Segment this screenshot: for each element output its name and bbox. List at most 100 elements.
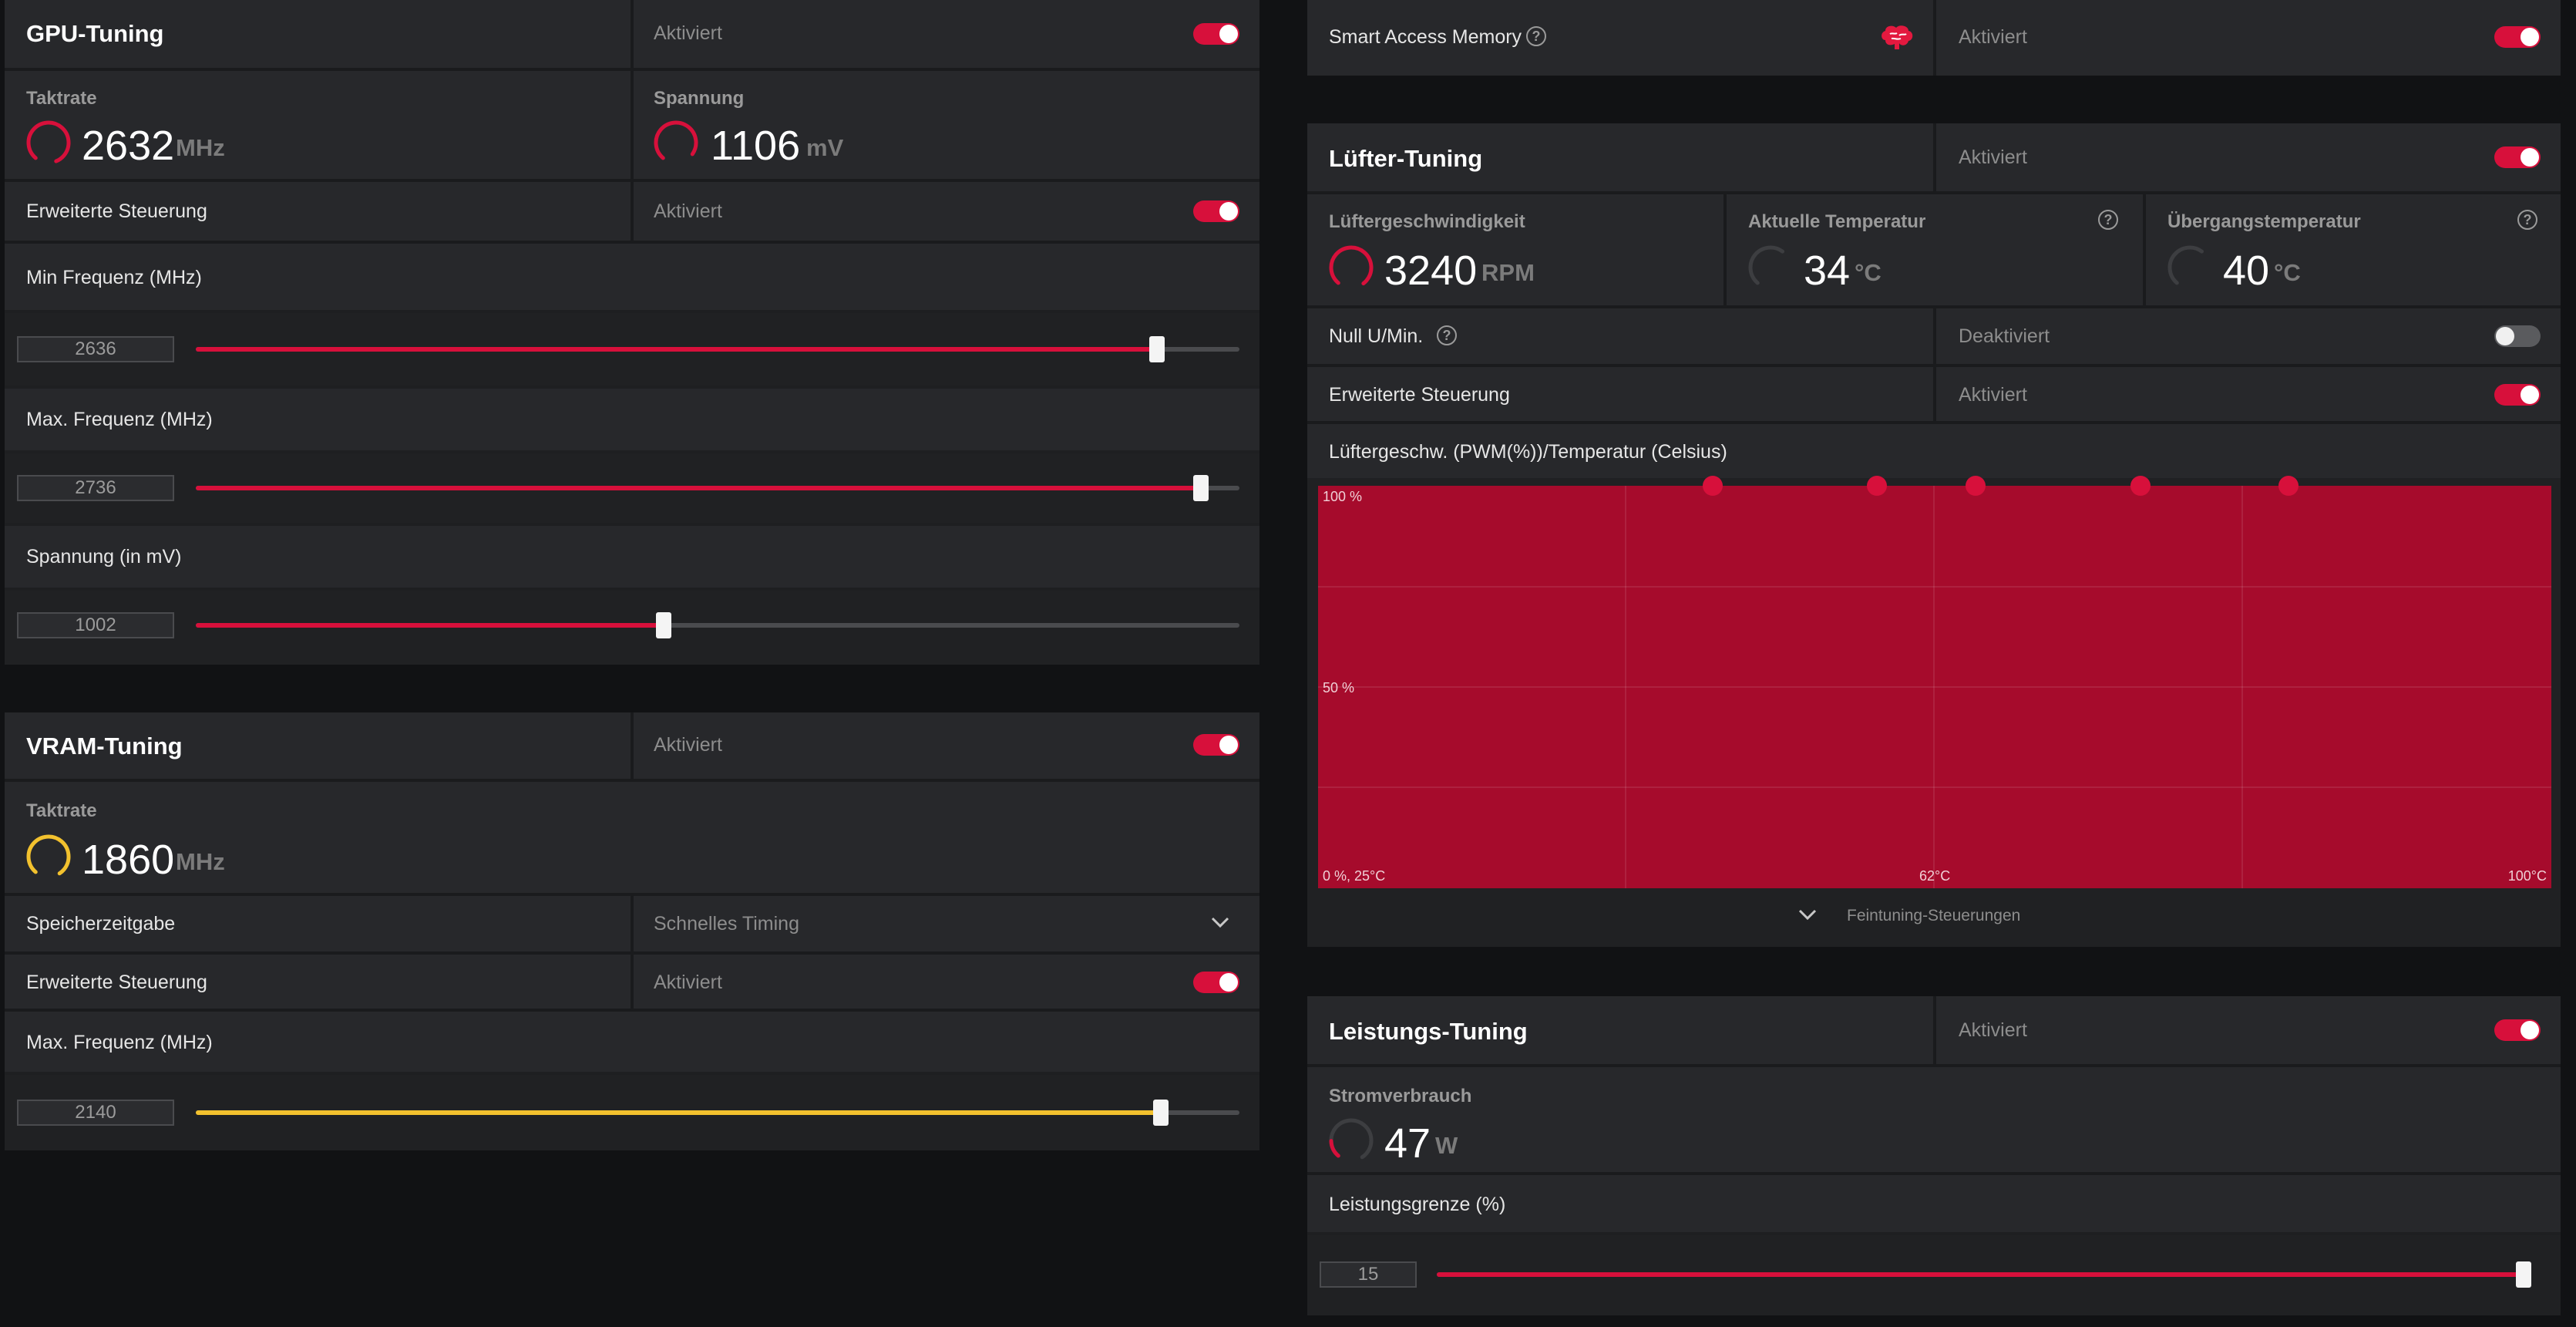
fan-tuning-toggle[interactable] (2494, 147, 2541, 168)
gpu-max-freq-label-row: Max. Frequenz (MHz) (5, 389, 1259, 450)
gpu-clock-value: 2632 (82, 123, 175, 169)
power-tuning-toggle[interactable] (2494, 1019, 2541, 1041)
power-gauge-icon (1329, 1118, 1374, 1163)
sam-row: Smart Access Memory ? Aktiviert (1307, 0, 2561, 76)
gpu-min-freq-label: Min Frequenz (MHz) (26, 267, 202, 288)
vram-timing-row: Speicherzeitgabe Schnelles Timing (5, 896, 1259, 951)
vram-metrics-row: Taktrate 1860 MHz (5, 782, 1259, 893)
fan-curve-point[interactable] (1966, 476, 1986, 496)
vram-clock-unit: MHz (176, 848, 225, 875)
gpu-voltage-slider-row: 1002 (5, 591, 1259, 665)
power-unit: W (1435, 1132, 1458, 1159)
junction-temp-unit: °C (2274, 259, 2301, 286)
fan-curve-chart[interactable]: 100 % 50 % 0 %, 25°C 62°C 100°C (1318, 486, 2551, 888)
gpu-tuning-panel: GPU-Tuning Aktiviert Taktrate 2632 MHz S… (5, 0, 1259, 665)
gpu-tuning-toggle[interactable] (1193, 23, 1239, 45)
vram-max-freq-input[interactable]: 2140 (17, 1100, 174, 1126)
fan-advanced-label: Erweiterte Steuerung (1329, 384, 1510, 406)
gpu-max-freq-slider-thumb[interactable] (1193, 475, 1209, 501)
vram-tuning-toggle[interactable] (1193, 734, 1239, 756)
vram-clock-gauge-icon (26, 834, 71, 879)
vram-max-freq-label-row: Max. Frequenz (MHz) (5, 1012, 1259, 1072)
power-tuning-panel: Leistungs-Tuning Aktiviert Stromverbrauc… (1307, 996, 2561, 1315)
gpu-max-freq-slider[interactable] (196, 475, 1239, 501)
gpu-min-freq-slider-row: 2636 (5, 313, 1259, 386)
gpu-advanced-toggle[interactable] (1193, 200, 1239, 222)
fan-advanced-row: Erweiterte Steuerung Aktiviert (1307, 367, 2561, 421)
gpu-tuning-header: GPU-Tuning Aktiviert (5, 0, 1259, 68)
fan-advanced-status: Aktiviert (1959, 384, 2027, 406)
fan-speed-label: Lüftergeschwindigkeit (1329, 211, 1525, 232)
help-icon[interactable]: ? (2517, 210, 2537, 230)
current-temp-gauge-icon (1748, 245, 1793, 290)
fine-tuning-link[interactable]: Feintuning-Steuerungen (1847, 907, 2021, 925)
fan-speed-gauge-icon (1329, 245, 1374, 290)
zero-rpm-status: Deaktiviert (1959, 325, 2050, 347)
power-tuning-status: Aktiviert (1959, 1019, 2027, 1041)
fan-curve-point[interactable] (2278, 476, 2299, 496)
gpu-min-freq-label-row: Min Frequenz (MHz) (5, 244, 1259, 310)
brain-icon (1882, 25, 1913, 49)
gpu-tuning-title: GPU-Tuning (26, 20, 164, 47)
zero-rpm-label: Null U/Min. (1329, 325, 1424, 347)
vram-timing-label: Speicherzeitgabe (26, 913, 176, 935)
gpu-min-freq-slider[interactable] (196, 336, 1239, 362)
fan-tuning-title: Lüfter-Tuning (1329, 145, 1483, 172)
gpu-voltage-slider-label-row: Spannung (in mV) (5, 526, 1259, 588)
help-icon[interactable]: ? (1526, 26, 1546, 46)
chevron-down-icon[interactable] (1797, 907, 1818, 922)
vram-max-freq-slider-row: 2140 (5, 1075, 1259, 1150)
gpu-voltage-input[interactable]: 1002 (17, 612, 174, 638)
gpu-voltage-slider[interactable] (196, 612, 1239, 638)
vram-max-freq-slider[interactable] (196, 1100, 1239, 1126)
power-limit-label: Leistungsgrenze (%) (1329, 1194, 1506, 1215)
vram-clock-value: 1860 (82, 837, 175, 883)
current-temp-value: 34 (1804, 248, 1851, 294)
chevron-down-icon[interactable] (1210, 914, 1230, 930)
vram-advanced-label: Erweiterte Steuerung (26, 972, 207, 993)
sam-label: Smart Access Memory (1329, 26, 1522, 48)
gpu-max-freq-input[interactable]: 2736 (17, 475, 174, 501)
power-limit-input[interactable]: 15 (1320, 1261, 1417, 1288)
current-temp-unit: °C (1855, 259, 1882, 286)
fan-curve-label: Lüftergeschw. (PWM(%))/Temperatur (Celsi… (1329, 441, 1727, 463)
power-tuning-header: Leistungs-Tuning Aktiviert (1307, 996, 2561, 1064)
vram-timing-dropdown[interactable]: Schnelles Timing (654, 913, 799, 935)
vram-advanced-status: Aktiviert (654, 972, 722, 993)
fan-metrics-row: Lüftergeschwindigkeit 3240 RPM Aktuelle … (1307, 194, 2561, 305)
zero-rpm-toggle[interactable] (2494, 325, 2541, 347)
gpu-min-freq-slider-thumb[interactable] (1149, 336, 1165, 362)
power-limit-slider[interactable] (1437, 1261, 2531, 1288)
vram-advanced-toggle[interactable] (1193, 972, 1239, 993)
fan-speed-unit: RPM (1481, 259, 1535, 286)
gpu-voltage-label: Spannung (654, 88, 745, 109)
gpu-min-freq-input[interactable]: 2636 (17, 336, 174, 362)
gpu-clock-unit: MHz (176, 134, 225, 161)
help-icon[interactable]: ? (2098, 210, 2118, 230)
junction-temp-value: 40 (2223, 248, 2270, 294)
vram-max-freq-slider-thumb[interactable] (1153, 1100, 1169, 1126)
vram-tuning-header: VRAM-Tuning Aktiviert (5, 712, 1259, 779)
power-limit-slider-thumb[interactable] (2516, 1261, 2531, 1288)
fan-curve-point[interactable] (1867, 476, 1887, 496)
gpu-metrics-row: Taktrate 2632 MHz Spannung 1106 mV (5, 71, 1259, 179)
fan-curve-point[interactable] (2130, 476, 2151, 496)
fan-curve-x-end: 100°C (2507, 868, 2547, 884)
vram-max-freq-label: Max. Frequenz (MHz) (26, 1032, 213, 1053)
gpu-voltage-slider-thumb[interactable] (656, 612, 671, 638)
junction-temp-label: Übergangstemperatur (2167, 211, 2361, 232)
sam-toggle[interactable] (2494, 26, 2541, 48)
fan-curve-x-start: 0 %, 25°C (1323, 868, 1386, 884)
gpu-voltage-slider-label: Spannung (in mV) (26, 546, 182, 568)
zero-rpm-row: Null U/Min. ? Deaktiviert (1307, 308, 2561, 364)
fan-tuning-header: Lüfter-Tuning Aktiviert (1307, 123, 2561, 191)
help-icon[interactable]: ? (1437, 325, 1457, 345)
gpu-voltage-gauge-icon (654, 120, 698, 165)
power-value: 47 (1384, 1120, 1431, 1167)
power-tuning-title: Leistungs-Tuning (1329, 1018, 1528, 1045)
gpu-advanced-status: Aktiviert (654, 200, 722, 222)
fan-curve-point[interactable] (1703, 476, 1723, 496)
gpu-clock-label: Taktrate (26, 88, 97, 109)
power-limit-label-row: Leistungsgrenze (%) (1307, 1175, 2561, 1232)
fan-advanced-toggle[interactable] (2494, 384, 2541, 406)
